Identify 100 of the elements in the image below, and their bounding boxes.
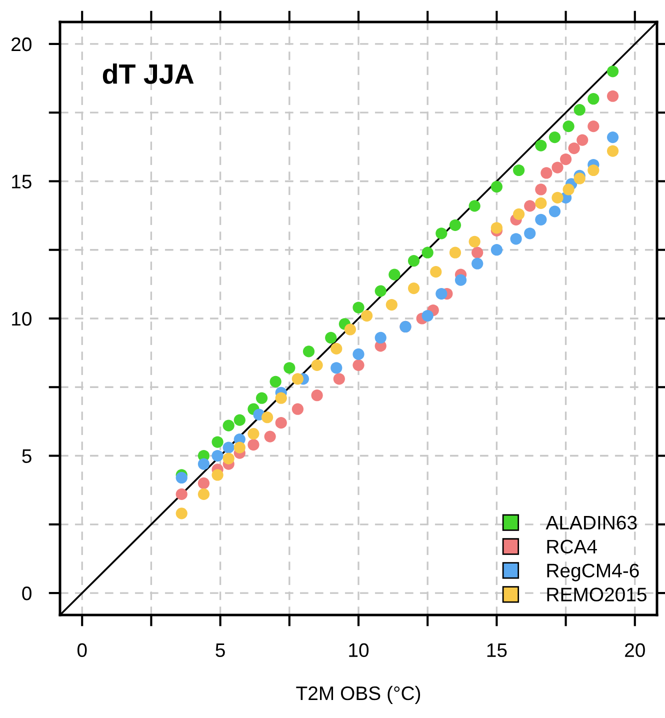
point — [352, 359, 364, 371]
point — [560, 153, 572, 166]
point — [568, 142, 580, 154]
point — [548, 131, 561, 144]
point — [422, 310, 434, 322]
point — [311, 359, 323, 371]
point — [333, 373, 345, 385]
point — [606, 131, 619, 144]
y-tick-label: 5 — [22, 449, 32, 464]
point — [352, 302, 364, 314]
legend-label: ALADIN63 — [546, 516, 637, 530]
point — [588, 164, 600, 176]
y-tick-label: 10 — [12, 312, 32, 326]
point — [198, 488, 210, 500]
point — [449, 219, 462, 231]
point — [490, 222, 503, 234]
point — [248, 428, 260, 440]
point — [510, 233, 522, 245]
point — [524, 228, 536, 240]
point — [512, 208, 525, 220]
point — [588, 120, 600, 132]
point — [352, 348, 364, 360]
x-axis-title: T2M OBS (°C) — [296, 686, 420, 704]
x-tick-label: 10 — [349, 643, 369, 658]
point — [552, 192, 564, 204]
point — [430, 266, 442, 278]
legend-label: RCA4 — [547, 540, 597, 554]
point — [606, 145, 619, 157]
point — [512, 164, 525, 176]
point — [261, 412, 274, 424]
point — [490, 180, 503, 193]
point — [436, 288, 448, 300]
point — [422, 246, 434, 258]
x-tick-label: 20 — [625, 643, 645, 658]
point — [606, 90, 619, 102]
point — [264, 430, 276, 442]
point — [524, 200, 536, 212]
point — [302, 346, 315, 358]
point — [535, 184, 547, 196]
point — [454, 274, 467, 286]
point — [325, 332, 337, 344]
point — [540, 167, 552, 179]
point — [468, 200, 480, 212]
point — [234, 414, 246, 426]
point — [408, 282, 420, 294]
legend-label: REMO2015 — [547, 588, 646, 602]
point — [292, 403, 304, 415]
point — [386, 298, 398, 311]
point — [284, 362, 296, 374]
point — [548, 206, 561, 218]
point — [256, 392, 268, 404]
x-tick-label: 0 — [77, 643, 87, 658]
point — [248, 438, 260, 451]
y-tick-label: 15 — [12, 174, 32, 188]
point — [468, 236, 480, 248]
point — [576, 134, 588, 146]
point — [472, 246, 484, 258]
point — [606, 66, 619, 78]
point — [535, 197, 547, 210]
point — [472, 258, 484, 270]
point — [212, 436, 224, 448]
point — [198, 458, 210, 470]
point — [388, 268, 400, 280]
point — [176, 508, 188, 520]
point — [176, 488, 188, 500]
point — [360, 310, 373, 322]
legend-label: RegCM4-6 — [547, 564, 639, 582]
point — [436, 228, 448, 240]
point — [490, 244, 503, 256]
x-tick-label: 5 — [216, 643, 225, 658]
point — [311, 390, 323, 402]
point — [552, 162, 564, 174]
point — [535, 140, 547, 152]
point — [275, 417, 287, 429]
point — [234, 442, 246, 454]
point — [374, 332, 386, 344]
point — [176, 472, 188, 484]
point — [222, 442, 234, 454]
point — [330, 342, 342, 355]
point — [275, 392, 287, 404]
point — [222, 452, 234, 464]
point — [212, 469, 224, 481]
point — [270, 376, 282, 388]
point — [574, 104, 586, 116]
point — [374, 285, 386, 297]
point — [588, 93, 600, 105]
point — [222, 420, 234, 432]
y-tick-label: 0 — [22, 586, 32, 600]
point — [292, 373, 304, 385]
point — [535, 214, 547, 226]
point — [212, 450, 224, 462]
point — [562, 120, 574, 132]
point — [198, 477, 210, 490]
text: dT JJA — [102, 64, 194, 84]
point — [574, 172, 586, 184]
point — [408, 255, 420, 267]
point — [344, 324, 356, 336]
x-tick-label: 15 — [487, 643, 507, 658]
point — [330, 362, 342, 374]
y-tick-label: 20 — [12, 37, 32, 52]
